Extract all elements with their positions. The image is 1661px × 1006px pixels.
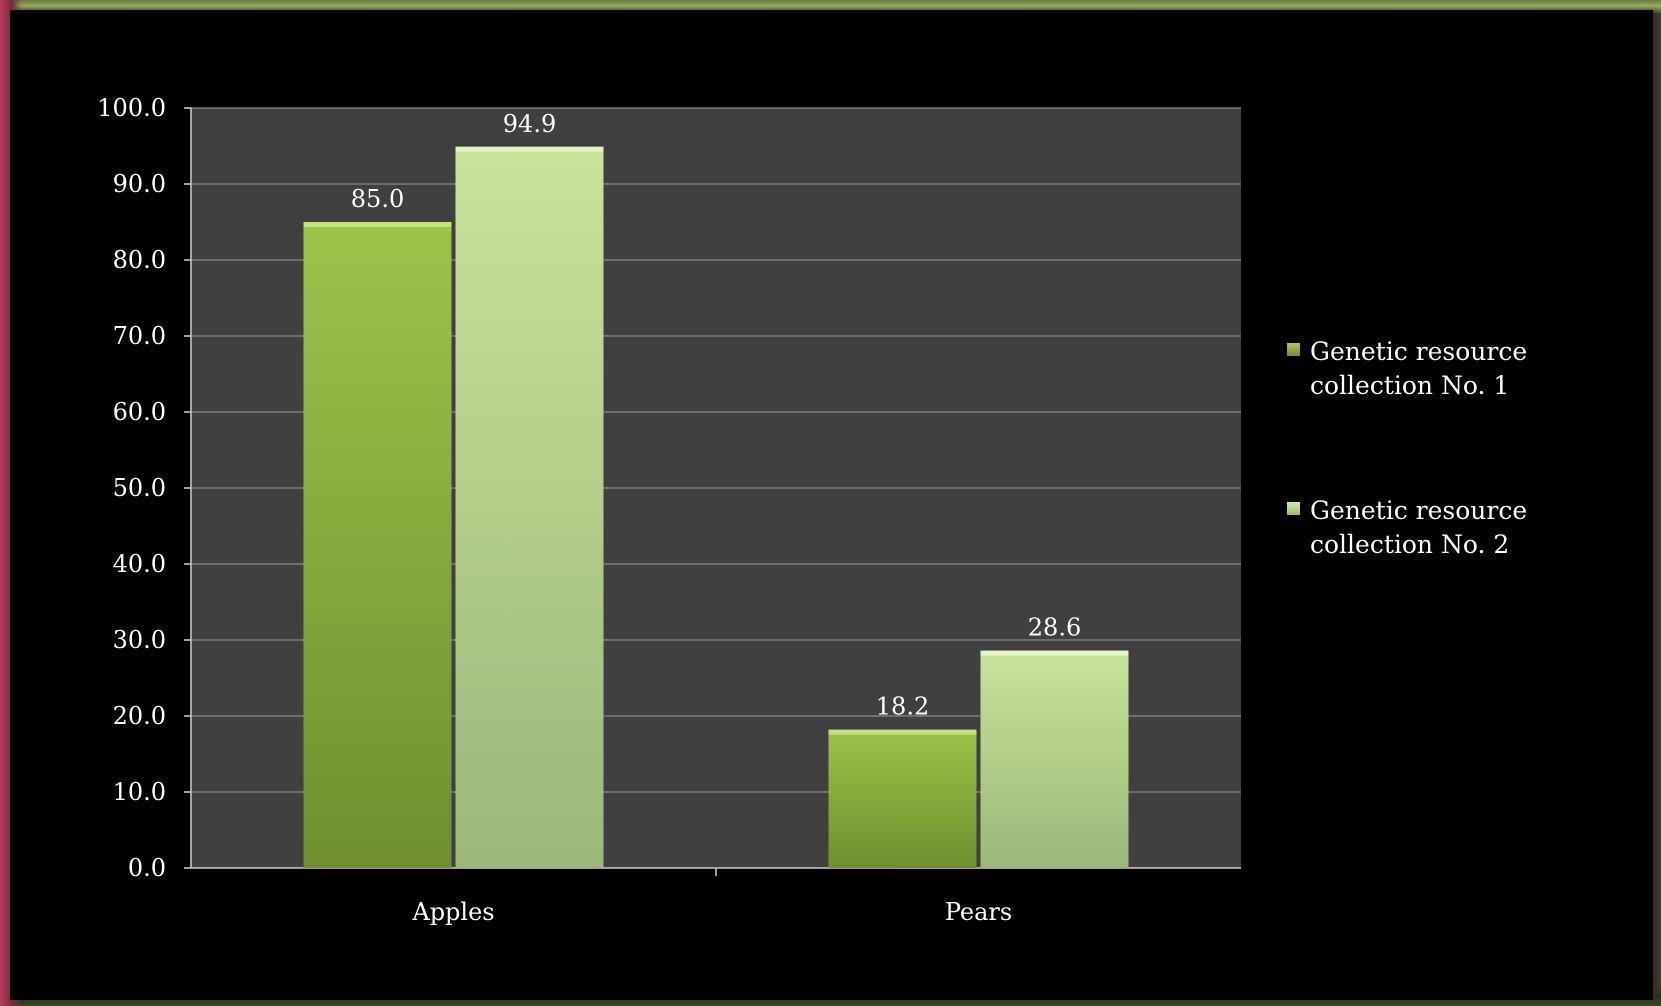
- y-tick-label: 20.0: [113, 702, 166, 730]
- bar-highlight: [455, 146, 604, 152]
- legend-label-series-1: Genetic resource collection No. 1: [1310, 337, 1528, 400]
- bar-series-1-pears: [828, 729, 977, 868]
- y-tick-label: 90.0: [113, 170, 166, 198]
- x-tick-label: Pears: [945, 898, 1012, 926]
- y-tick-label: 60.0: [113, 398, 166, 426]
- legend-swatch-series-2: [1287, 502, 1300, 515]
- data-label: 85.0: [351, 185, 404, 213]
- bar-highlight: [303, 222, 452, 227]
- y-tick-label: 100.0: [97, 94, 166, 122]
- y-tick-label: 40.0: [113, 550, 166, 578]
- y-tick-label: 80.0: [113, 246, 166, 274]
- y-tick-label: 50.0: [113, 474, 166, 502]
- x-tick-label: Apples: [411, 898, 494, 926]
- y-tick-label: 0.0: [128, 854, 166, 882]
- plot-area: 0.0 10.0 20.0 30.0 40.0 50.0 60.0 70.0 80.0 90.0 1…: [97, 94, 1241, 926]
- bar-highlight: [980, 650, 1129, 656]
- y-tick-label: 70.0: [113, 322, 166, 350]
- data-label: 94.9: [503, 110, 556, 138]
- bar-series-1-apples: [303, 222, 452, 868]
- legend-swatch-series-1: [1287, 343, 1300, 356]
- y-tick-label: 10.0: [113, 778, 166, 806]
- legend-label-series-2: Genetic resource collection No. 2: [1310, 496, 1528, 559]
- bar-series-2-pears: [980, 650, 1129, 868]
- data-label: 28.6: [1028, 614, 1081, 642]
- bar-series-2-apples: [455, 146, 604, 868]
- bar-highlight: [828, 729, 977, 735]
- data-label: 18.2: [876, 693, 929, 721]
- y-tick-label: 30.0: [113, 626, 166, 654]
